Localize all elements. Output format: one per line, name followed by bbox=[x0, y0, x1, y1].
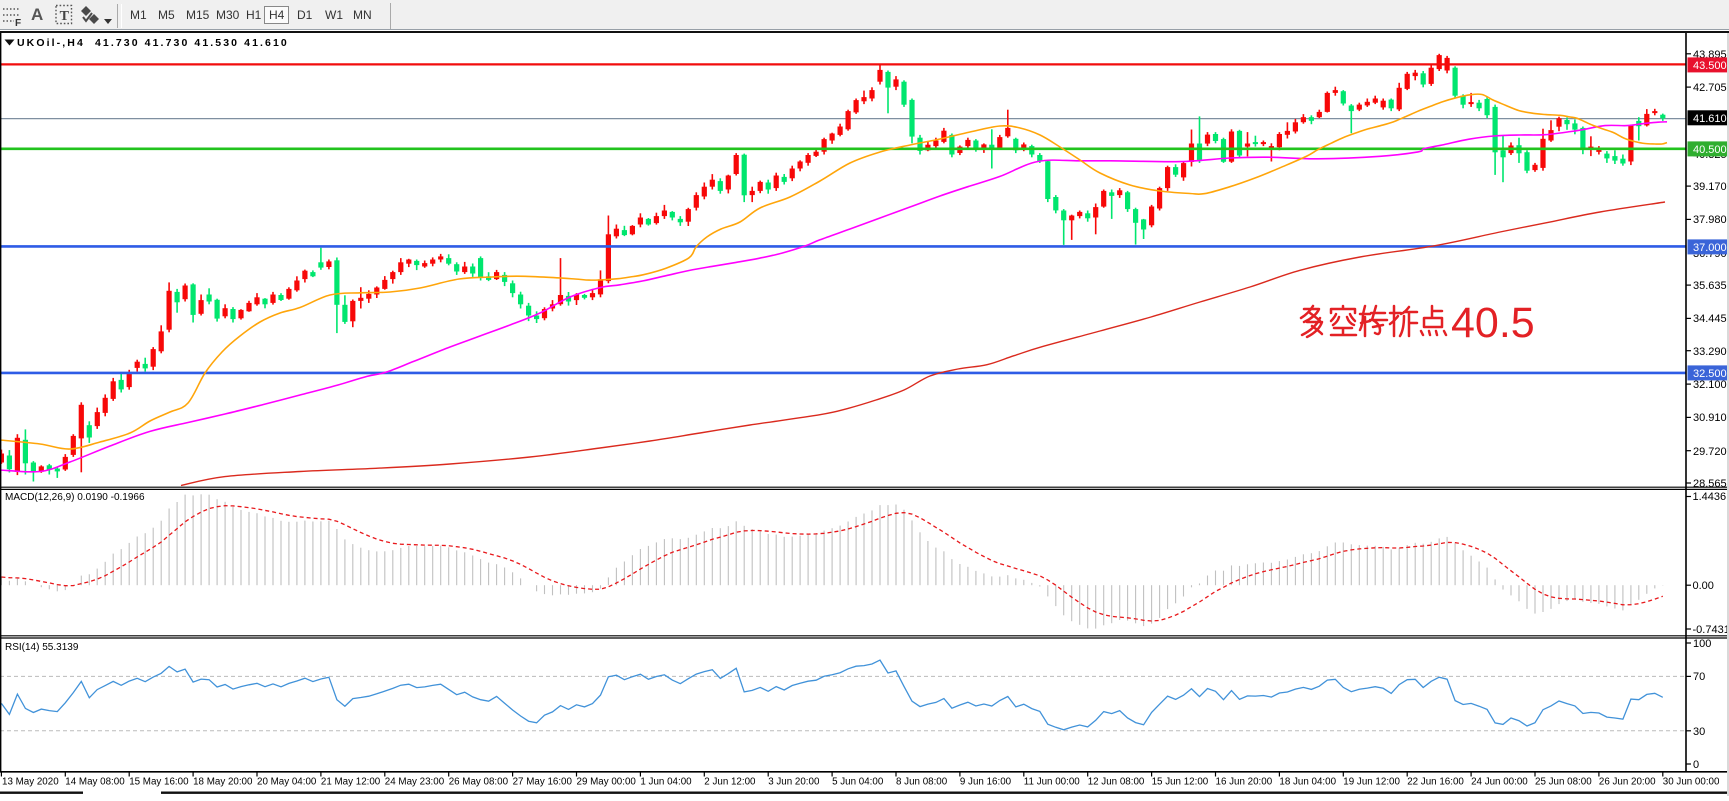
svg-text:40.500: 40.500 bbox=[1693, 144, 1727, 156]
svg-text:37.980: 37.980 bbox=[1693, 214, 1727, 226]
svg-text:-0.7431: -0.7431 bbox=[1693, 624, 1729, 636]
svg-text:0.00: 0.00 bbox=[1693, 580, 1714, 592]
svg-text:34.445: 34.445 bbox=[1693, 313, 1727, 325]
svg-text:8 Jun 08:00: 8 Jun 08:00 bbox=[896, 777, 948, 788]
svg-text:29 May 00:00: 29 May 00:00 bbox=[577, 777, 637, 788]
svg-text:13 May 2020: 13 May 2020 bbox=[2, 777, 59, 788]
svg-text:9 Jun 16:00: 9 Jun 16:00 bbox=[960, 777, 1012, 788]
svg-text:21 May 12:00: 21 May 12:00 bbox=[321, 777, 381, 788]
svg-text:26 May 08:00: 26 May 08:00 bbox=[449, 777, 509, 788]
svg-text:12 Jun 08:00: 12 Jun 08:00 bbox=[1088, 777, 1145, 788]
svg-text:30 Jun 00:00: 30 Jun 00:00 bbox=[1663, 777, 1720, 788]
svg-text:18 Jun 04:00: 18 Jun 04:00 bbox=[1279, 777, 1336, 788]
svg-text:40.5: 40.5 bbox=[1451, 299, 1535, 347]
svg-text:UKOil-,H4 41.730 41.730 41.53: UKOil-,H4 41.730 41.730 41.530 41.610 bbox=[17, 37, 289, 49]
svg-text:30.910: 30.910 bbox=[1693, 412, 1727, 424]
svg-text:16 Jun 20:00: 16 Jun 20:00 bbox=[1216, 777, 1273, 788]
svg-text:19 Jun 12:00: 19 Jun 12:00 bbox=[1343, 777, 1400, 788]
svg-text:42.705: 42.705 bbox=[1693, 82, 1727, 94]
svg-text:0: 0 bbox=[1693, 759, 1699, 771]
svg-text:100: 100 bbox=[1693, 638, 1711, 650]
svg-text:43.500: 43.500 bbox=[1693, 60, 1727, 72]
svg-text:41.610: 41.610 bbox=[1693, 113, 1727, 125]
svg-text:25 Jun 08:00: 25 Jun 08:00 bbox=[1535, 777, 1592, 788]
svg-text:24 Jun 00:00: 24 Jun 00:00 bbox=[1471, 777, 1528, 788]
svg-text:18 May 20:00: 18 May 20:00 bbox=[193, 777, 253, 788]
svg-text:1 Jun 04:00: 1 Jun 04:00 bbox=[640, 777, 692, 788]
svg-text:RSI(14) 55.3139: RSI(14) 55.3139 bbox=[5, 642, 79, 653]
svg-text:26 Jun 20:00: 26 Jun 20:00 bbox=[1599, 777, 1656, 788]
svg-text:30: 30 bbox=[1693, 726, 1705, 738]
svg-text:5 Jun 04:00: 5 Jun 04:00 bbox=[832, 777, 884, 788]
svg-text:2 Jun 12:00: 2 Jun 12:00 bbox=[704, 777, 756, 788]
svg-text:29.720: 29.720 bbox=[1693, 446, 1727, 458]
svg-text:3 Jun 20:00: 3 Jun 20:00 bbox=[768, 777, 820, 788]
svg-text:37.000: 37.000 bbox=[1693, 242, 1727, 254]
svg-text:F: F bbox=[15, 18, 21, 27]
svg-text:28.565: 28.565 bbox=[1693, 478, 1727, 490]
svg-text:20 May 04:00: 20 May 04:00 bbox=[257, 777, 317, 788]
svg-text:32.500: 32.500 bbox=[1693, 368, 1727, 380]
svg-text:27 May 16:00: 27 May 16:00 bbox=[513, 777, 573, 788]
svg-text:MACD(12,26,9) 0.0190 -0.1966: MACD(12,26,9) 0.0190 -0.1966 bbox=[5, 492, 145, 503]
svg-text:14 May 08:00: 14 May 08:00 bbox=[65, 777, 125, 788]
svg-text:70: 70 bbox=[1693, 671, 1705, 683]
svg-text:15 Jun 12:00: 15 Jun 12:00 bbox=[1152, 777, 1209, 788]
svg-text:11 Jun 00:00: 11 Jun 00:00 bbox=[1024, 777, 1080, 788]
svg-text:22 Jun 16:00: 22 Jun 16:00 bbox=[1407, 777, 1464, 788]
svg-text:35.635: 35.635 bbox=[1693, 280, 1727, 292]
svg-text:T: T bbox=[60, 9, 70, 24]
svg-text:1.4436: 1.4436 bbox=[1693, 491, 1727, 503]
svg-text:32.100: 32.100 bbox=[1693, 379, 1727, 391]
svg-text:15 May 16:00: 15 May 16:00 bbox=[129, 777, 189, 788]
svg-text:33.290: 33.290 bbox=[1693, 346, 1727, 358]
svg-text:39.170: 39.170 bbox=[1693, 181, 1727, 193]
svg-text:24 May 23:00: 24 May 23:00 bbox=[385, 777, 445, 788]
